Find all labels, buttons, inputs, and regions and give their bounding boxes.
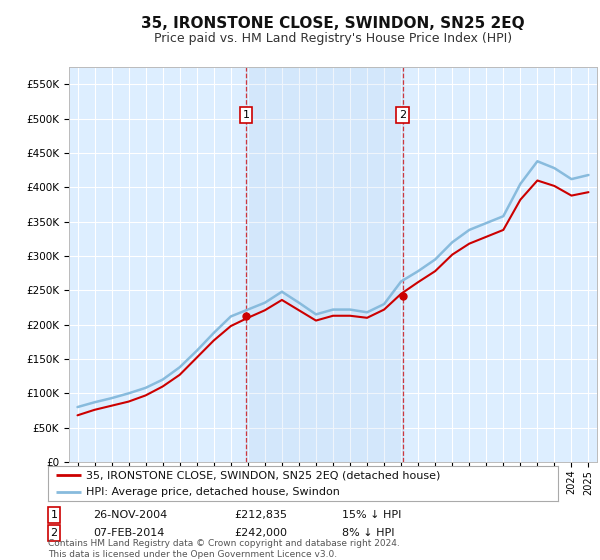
Text: HPI: Average price, detached house, Swindon: HPI: Average price, detached house, Swin… bbox=[86, 487, 340, 497]
Text: 35, IRONSTONE CLOSE, SWINDON, SN25 2EQ: 35, IRONSTONE CLOSE, SWINDON, SN25 2EQ bbox=[141, 16, 525, 31]
Text: 1: 1 bbox=[242, 110, 250, 120]
Text: 15% ↓ HPI: 15% ↓ HPI bbox=[342, 510, 401, 520]
Text: 8% ↓ HPI: 8% ↓ HPI bbox=[342, 528, 395, 538]
Text: 1: 1 bbox=[50, 510, 58, 520]
Text: 2: 2 bbox=[399, 110, 406, 120]
Text: 2: 2 bbox=[50, 528, 58, 538]
Text: Contains HM Land Registry data © Crown copyright and database right 2024.
This d: Contains HM Land Registry data © Crown c… bbox=[48, 539, 400, 559]
Text: 26-NOV-2004: 26-NOV-2004 bbox=[93, 510, 167, 520]
Text: 35, IRONSTONE CLOSE, SWINDON, SN25 2EQ (detached house): 35, IRONSTONE CLOSE, SWINDON, SN25 2EQ (… bbox=[86, 470, 440, 480]
Bar bbox=[246, 67, 403, 462]
Text: Price paid vs. HM Land Registry's House Price Index (HPI): Price paid vs. HM Land Registry's House … bbox=[154, 32, 512, 45]
Text: £242,000: £242,000 bbox=[234, 528, 287, 538]
Text: 07-FEB-2014: 07-FEB-2014 bbox=[93, 528, 164, 538]
Text: £212,835: £212,835 bbox=[234, 510, 287, 520]
